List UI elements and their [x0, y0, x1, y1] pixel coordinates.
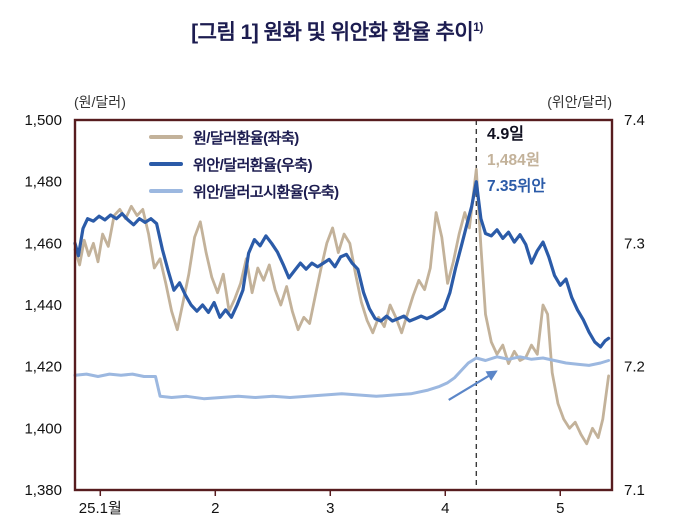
- figure-title: [그림 1] 원화 및 위안화 환율 추이1): [0, 16, 674, 46]
- plot-border: [73, 118, 614, 492]
- left-axis-tick-label: 1,460: [24, 235, 62, 252]
- x-axis-tick-label: 3: [326, 500, 334, 517]
- title-footnote-marker: 1): [473, 20, 483, 34]
- legend-swatch-yuan-dollar-fixing: [149, 189, 183, 193]
- figure-title-text: [그림 1] 원화 및 위안화 환율 추이: [191, 21, 474, 44]
- right-axis-tick-label: 7.1: [624, 482, 645, 499]
- left-axis-tick-label: 1,480: [24, 174, 62, 191]
- legend-item-won-dollar: 원/달러환율(좌축): [149, 127, 339, 147]
- event-annotation: 4.9일 1,484원 7.35위안: [487, 122, 546, 200]
- legend-item-yuan-dollar: 위안/달러환율(우축): [149, 154, 339, 174]
- x-axis-tick-label: 5: [556, 500, 564, 517]
- legend-item-yuan-dollar-fixing: 위안/달러고시환율(우축): [149, 181, 339, 201]
- left-axis-unit-label: (원/달러): [74, 94, 126, 110]
- left-axis-tick-label: 1,420: [24, 359, 62, 376]
- x-axis-tick-label: 4: [441, 500, 449, 517]
- annotation-won-value: 1,484원: [487, 152, 541, 169]
- left-axis-tick-label: 1,440: [24, 297, 62, 314]
- legend-label-yuan-dollar: 위안/달러환율(우축): [193, 156, 313, 174]
- right-axis-unit-label: (위안/달러): [547, 94, 612, 110]
- annotation-yuan-value: 7.35위안: [487, 178, 546, 195]
- series-line-yuan-dollar: [73, 180, 611, 349]
- left-axis-tick-label: 1,400: [24, 420, 62, 437]
- legend-label-yuan-dollar-fixing: 위안/달러고시환율(우축): [193, 183, 339, 201]
- left-axis-tick-label: 1,500: [24, 112, 62, 129]
- right-axis-tick-label: 7.4: [624, 112, 645, 129]
- legend-swatch-won-dollar: [149, 135, 183, 139]
- series-line-won-dollar: [73, 167, 610, 446]
- right-axis-tick-label: 7.2: [624, 359, 645, 376]
- x-axis-tick-label: 2: [211, 500, 219, 517]
- annotation-date: 4.9일: [487, 126, 524, 143]
- legend-swatch-yuan-dollar: [149, 162, 183, 166]
- left-axis-tick-label: 1,380: [24, 482, 62, 499]
- legend-label-won-dollar: 원/달러환율(좌축): [193, 129, 299, 147]
- chart-legend: 원/달러환율(좌축) 위안/달러환율(우축) 위안/달러고시환율(우축): [149, 127, 339, 208]
- series-line-yuan-dollar-fixing: [73, 355, 611, 401]
- right-axis-tick-label: 7.3: [624, 235, 645, 252]
- x-axis-tick-label: 25.1월: [79, 500, 122, 517]
- trend-arrow: [448, 370, 498, 401]
